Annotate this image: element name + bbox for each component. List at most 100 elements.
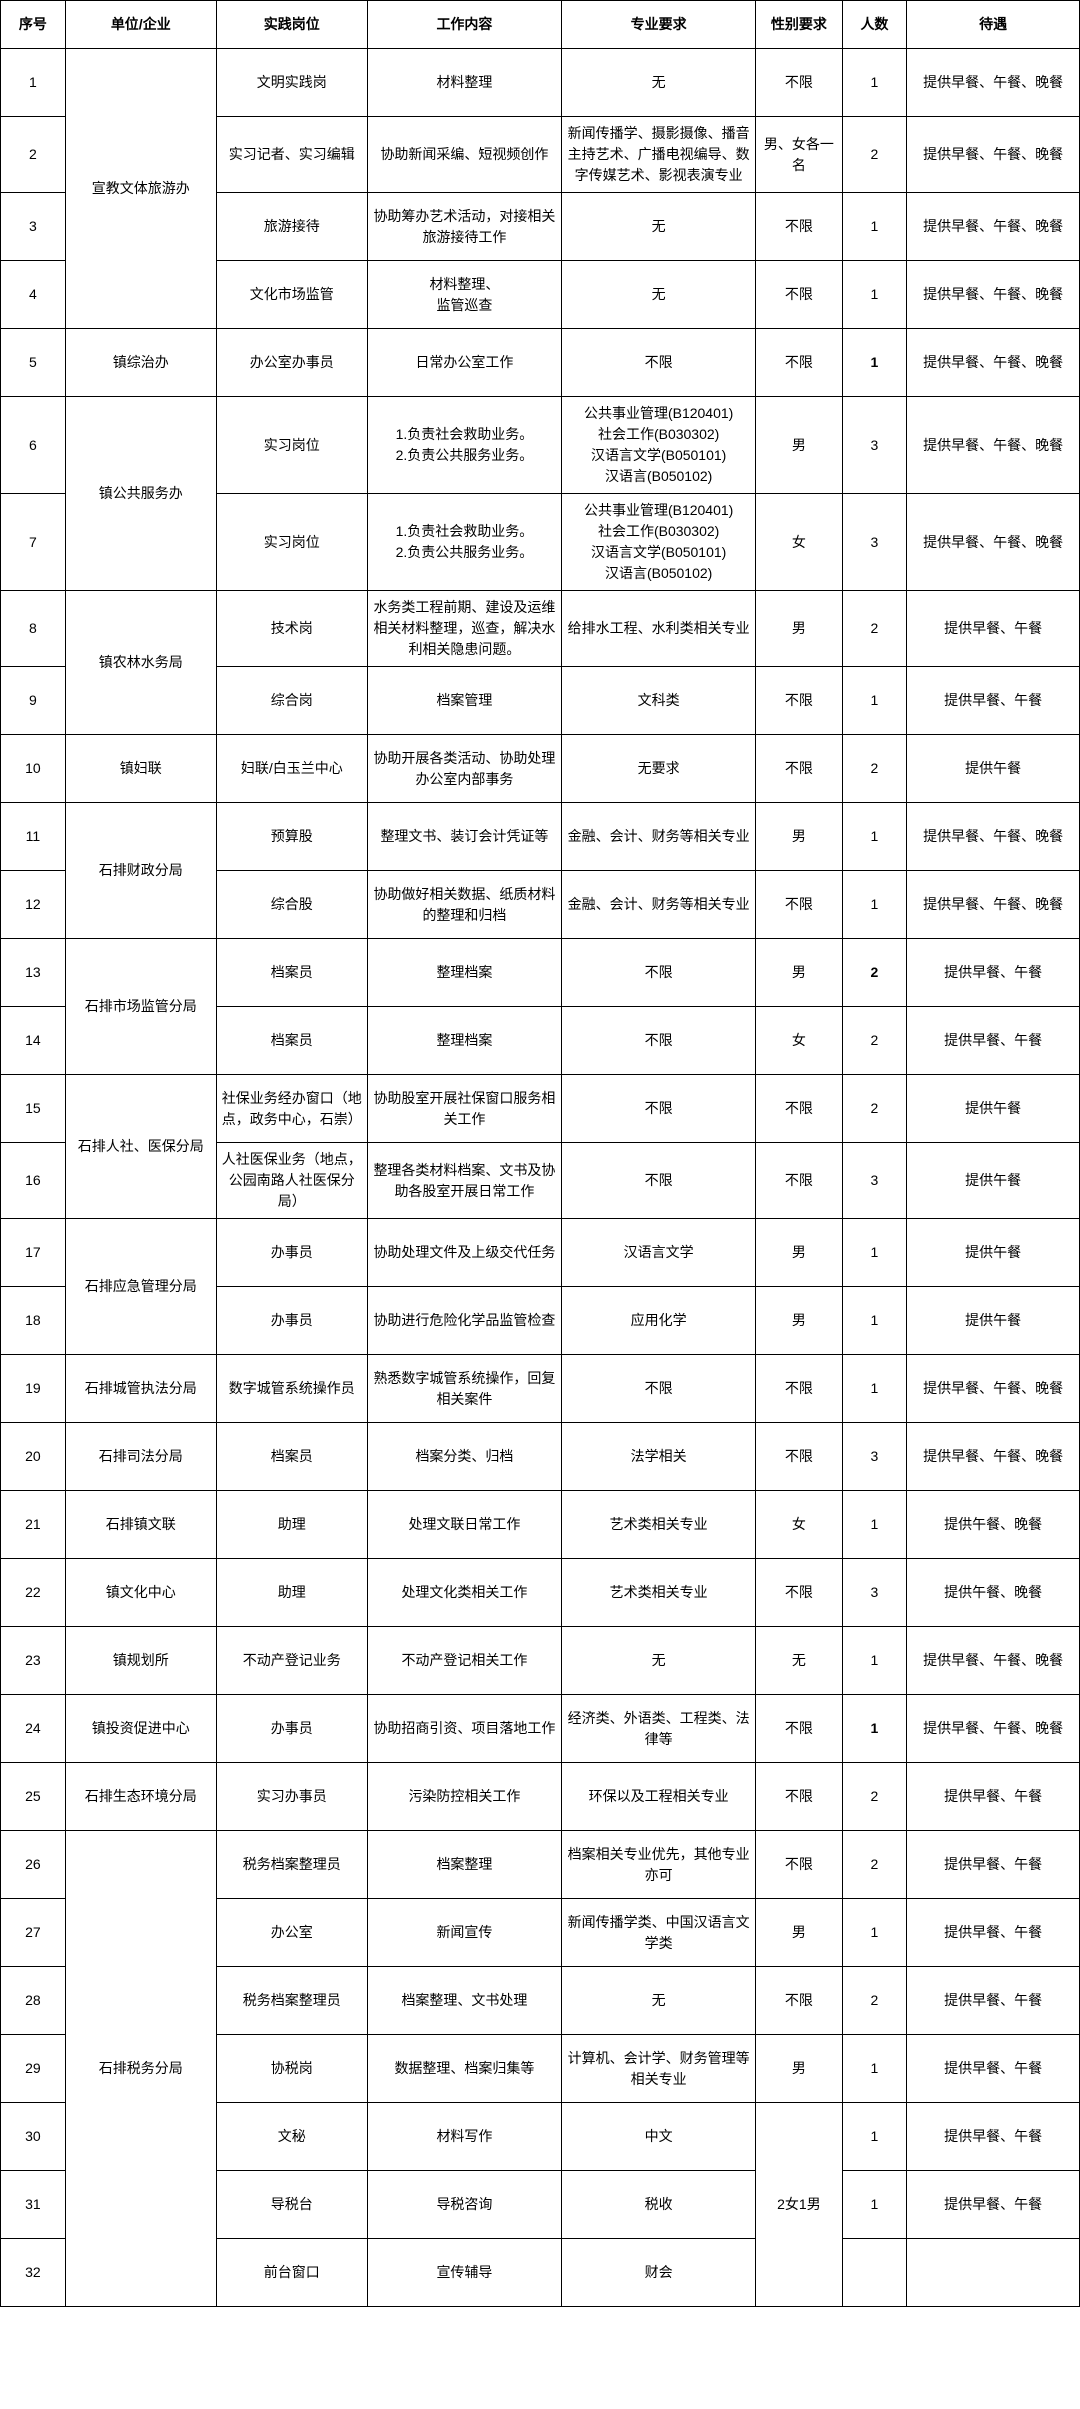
cell-gender: 女: [756, 1491, 842, 1559]
cell-position: 实习记者、实习编辑: [216, 117, 367, 193]
cell-major: 税收: [562, 2171, 756, 2239]
cell-unit: 宣教文体旅游办: [65, 49, 216, 329]
cell-gender: 不限: [756, 1143, 842, 1219]
cell-major: 不限: [562, 1007, 756, 1075]
cell-unit: 镇文化中心: [65, 1559, 216, 1627]
cell-treat: 提供早餐、午餐: [907, 2103, 1080, 2171]
cell-position: 社保业务经办窗口（地点，政务中心，石崇）: [216, 1075, 367, 1143]
cell-position: 妇联/白玉兰中心: [216, 735, 367, 803]
cell-id: 24: [1, 1695, 66, 1763]
cell-position: 人社医保业务（地点，公园南路人社医保分局）: [216, 1143, 367, 1219]
cell-unit: 石排财政分局: [65, 803, 216, 939]
table-header-row: 序号单位/企业实践岗位工作内容专业要求性别要求人数待遇: [1, 1, 1080, 49]
cell-work: 协助开展各类活动、协助处理办公室内部事务: [367, 735, 561, 803]
table-row: 6镇公共服务办实习岗位1.负责社会救助业务。 2.负责公共服务业务。公共事业管理…: [1, 397, 1080, 494]
cell-num: 3: [842, 1143, 907, 1219]
cell-gender: 无: [756, 1627, 842, 1695]
cell-treat: 提供早餐、午餐: [907, 591, 1080, 667]
cell-major: 无: [562, 193, 756, 261]
cell-num: 1: [842, 2035, 907, 2103]
cell-treat: 提供午餐、晚餐: [907, 1491, 1080, 1559]
cell-position: 不动产登记业务: [216, 1627, 367, 1695]
cell-position: 办事员: [216, 1695, 367, 1763]
cell-treat: 提供早餐、午餐、晚餐: [907, 1695, 1080, 1763]
cell-treat: 提供午餐: [907, 735, 1080, 803]
cell-gender: 男: [756, 1219, 842, 1287]
cell-num: 1: [842, 1355, 907, 1423]
cell-gender: 男: [756, 803, 842, 871]
table-row: 19石排城管执法分局数字城管系统操作员熟悉数字城管系统操作，回复相关案件不限不限…: [1, 1355, 1080, 1423]
cell-id: 25: [1, 1763, 66, 1831]
cell-position: 档案员: [216, 1423, 367, 1491]
cell-major: 无: [562, 261, 756, 329]
cell-work: 整理文书、装订会计凭证等: [367, 803, 561, 871]
cell-work: 档案整理、文书处理: [367, 1967, 561, 2035]
cell-id: 28: [1, 1967, 66, 2035]
table-row: 1宣教文体旅游办文明实践岗材料整理无不限1提供早餐、午餐、晚餐: [1, 49, 1080, 117]
cell-gender: 不限: [756, 1967, 842, 2035]
cell-work: 处理文化类相关工作: [367, 1559, 561, 1627]
table-row: 20石排司法分局档案员档案分类、归档法学相关不限3提供早餐、午餐、晚餐: [1, 1423, 1080, 1491]
cell-work: 协助新闻采编、短视频创作: [367, 117, 561, 193]
cell-id: 7: [1, 494, 66, 591]
cell-major: 金融、会计、财务等相关专业: [562, 803, 756, 871]
table-row: 15石排人社、医保分局社保业务经办窗口（地点，政务中心，石崇）协助股室开展社保窗…: [1, 1075, 1080, 1143]
cell-unit: 石排应急管理分局: [65, 1219, 216, 1355]
table-row: 26石排税务分局税务档案整理员档案整理档案相关专业优先，其他专业亦可不限2提供早…: [1, 1831, 1080, 1899]
cell-major: 不限: [562, 1075, 756, 1143]
cell-num: 1: [842, 2171, 907, 2239]
cell-major: 新闻传播学类、中国汉语言文学类: [562, 1899, 756, 1967]
cell-gender: 女: [756, 494, 842, 591]
cell-treat: 提供早餐、午餐: [907, 2171, 1080, 2239]
cell-treat: 提供午餐: [907, 1219, 1080, 1287]
cell-id: 27: [1, 1899, 66, 1967]
cell-id: 32: [1, 2239, 66, 2307]
cell-major: 汉语言文学: [562, 1219, 756, 1287]
cell-treat: 提供早餐、午餐、晚餐: [907, 1423, 1080, 1491]
cell-gender: 不限: [756, 1831, 842, 1899]
col-header: 单位/企业: [65, 1, 216, 49]
cell-major: 文科类: [562, 667, 756, 735]
cell-id: 13: [1, 939, 66, 1007]
cell-treat: 提供午餐、晚餐: [907, 1559, 1080, 1627]
cell-gender: 不限: [756, 871, 842, 939]
cell-work: 宣传辅导: [367, 2239, 561, 2307]
cell-id: 6: [1, 397, 66, 494]
cell-position: 办事员: [216, 1287, 367, 1355]
table-row: 5镇综治办办公室办事员日常办公室工作不限不限1提供早餐、午餐、晚餐: [1, 329, 1080, 397]
col-header: 人数: [842, 1, 907, 49]
col-header: 工作内容: [367, 1, 561, 49]
cell-num: 1: [842, 49, 907, 117]
cell-position: 档案员: [216, 939, 367, 1007]
cell-major: 公共事业管理(B120401) 社会工作(B030302) 汉语言文学(B050…: [562, 397, 756, 494]
cell-num: 3: [842, 1423, 907, 1491]
cell-num: 2: [842, 1831, 907, 1899]
cell-position: 数字城管系统操作员: [216, 1355, 367, 1423]
cell-major: 法学相关: [562, 1423, 756, 1491]
cell-gender: 不限: [756, 1559, 842, 1627]
table-row: 24镇投资促进中心办事员协助招商引资、项目落地工作经济类、外语类、工程类、法律等…: [1, 1695, 1080, 1763]
cell-treat: 提供早餐、午餐: [907, 1831, 1080, 1899]
cell-num: 1: [842, 1219, 907, 1287]
cell-work: 协助筹办艺术活动，对接相关旅游接待工作: [367, 193, 561, 261]
cell-num: 1: [842, 1287, 907, 1355]
cell-position: 综合岗: [216, 667, 367, 735]
cell-treat: 提供早餐、午餐、晚餐: [907, 494, 1080, 591]
cell-num: 2: [842, 1075, 907, 1143]
cell-work: 数据整理、档案归集等: [367, 2035, 561, 2103]
cell-num: 1: [842, 1491, 907, 1559]
cell-unit: 石排城管执法分局: [65, 1355, 216, 1423]
cell-major: 环保以及工程相关专业: [562, 1763, 756, 1831]
cell-treat: 提供早餐、午餐、晚餐: [907, 117, 1080, 193]
cell-work: 协助进行危险化学品监管检查: [367, 1287, 561, 1355]
cell-major: 档案相关专业优先，其他专业亦可: [562, 1831, 756, 1899]
cell-gender: 男: [756, 2035, 842, 2103]
cell-position: 助理: [216, 1491, 367, 1559]
cell-num: 1: [842, 2103, 907, 2171]
cell-treat: 提供早餐、午餐: [907, 667, 1080, 735]
cell-work: 档案分类、归档: [367, 1423, 561, 1491]
cell-gender: 不限: [756, 667, 842, 735]
cell-unit: 镇投资促进中心: [65, 1695, 216, 1763]
cell-num: 3: [842, 397, 907, 494]
cell-position: 文秘: [216, 2103, 367, 2171]
